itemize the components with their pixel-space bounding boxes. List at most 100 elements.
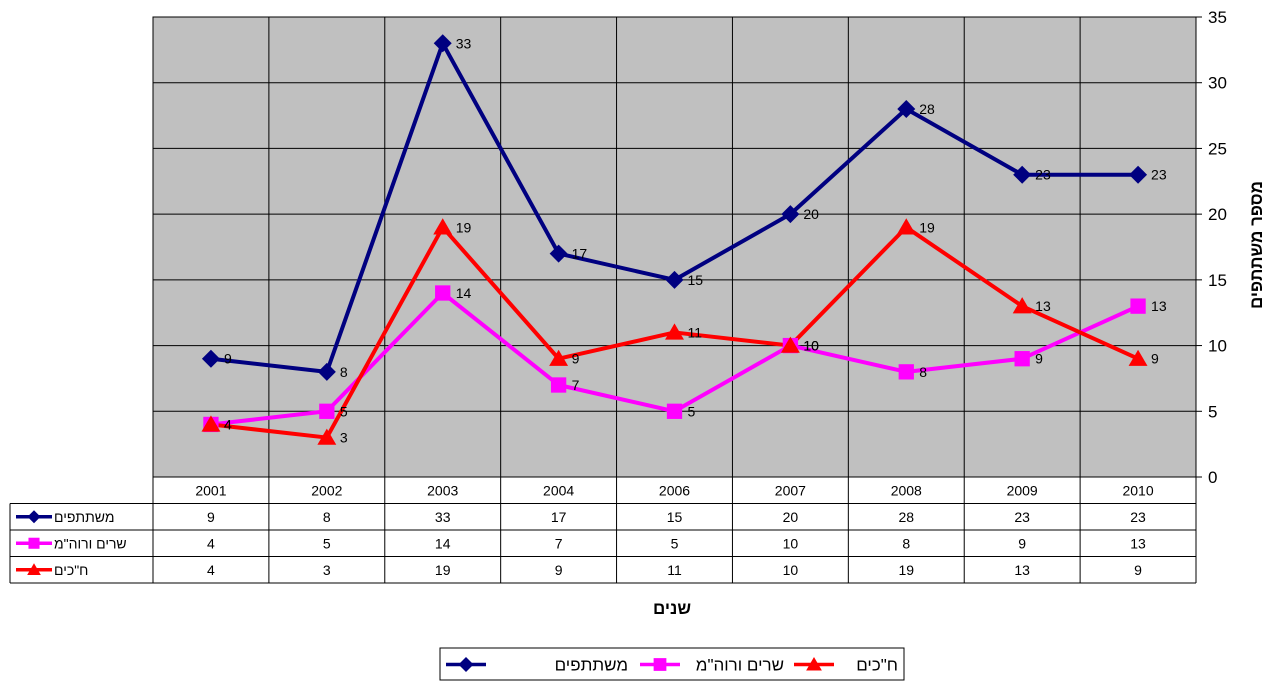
table-cell-value: 8 [902,535,910,551]
table-cell-value: 9 [1018,535,1026,551]
table-series-name: משתתפים [54,509,114,525]
data-point-2 [665,323,684,340]
data-point-2 [317,428,337,445]
data-label-2: 3 [340,430,348,446]
legend-key-marker [653,658,667,671]
x-tick-label: 2002 [311,482,342,498]
y-axis: 0 5 10 15 20 25 30 35 [1195,8,1227,487]
table-cell-value: 13 [1130,535,1146,551]
data-label-1: 8 [919,364,927,380]
x-tick-label: 2007 [775,482,806,498]
data-label-0: 20 [803,206,819,222]
table-cell-value: 4 [207,535,215,551]
data-point-2 [549,349,569,366]
table-legend-key-marker [27,510,41,524]
x-tick-label: 2009 [1007,482,1038,498]
data-label-1: 10 [803,338,819,354]
y-tick-label: 30 [1208,74,1227,93]
table-cell-value: 3 [323,562,331,578]
y-tick-label: 35 [1208,8,1227,27]
data-point-0 [549,244,568,263]
data-label-1: 5 [688,403,696,419]
data-point-2 [201,415,221,432]
table-series-name: שרים ורוה"מ [54,535,127,551]
data-label-2: 19 [919,219,935,235]
data-point-1 [666,403,683,419]
y-tick-label: 20 [1208,205,1227,224]
y-tick-label: 25 [1208,139,1227,158]
data-point-1 [1130,298,1146,314]
data-label-0: 8 [340,364,348,380]
y-tick-label: 5 [1208,402,1217,421]
table-cell-value: 9 [1134,562,1142,578]
data-label-2: 19 [456,219,472,235]
table-cell-value: 4 [207,562,215,578]
table-cell-value: 11 [667,562,682,578]
data-label-2: 9 [1151,351,1159,367]
table-cell-value: 23 [1130,509,1146,525]
table-legend-key-marker [28,537,40,549]
table-cell-value: 17 [551,509,567,525]
table-cell-value: 19 [435,562,451,578]
data-label-1: 4 [224,416,232,432]
data-label-0: 33 [456,35,472,51]
table-cell-value: 10 [783,562,799,578]
data-point-2 [433,218,453,235]
data-label-0: 28 [919,101,935,117]
y-tick-label: 0 [1208,468,1217,487]
x-axis-label: שנים [653,599,691,618]
table-cell-value: 14 [435,535,451,551]
data-label-0: 23 [1035,167,1051,183]
table-cell-value: 13 [1014,562,1030,578]
y-axis-label: מספר משתתפים [1247,181,1266,309]
data-point-0 [317,362,336,381]
data-point-0 [1129,165,1148,184]
data-point-2 [896,218,916,235]
x-tick-label: 2004 [543,482,574,498]
legend-entry: משתתפים [555,656,628,675]
data-point-0 [897,100,916,118]
data-label-0: 9 [224,351,232,367]
legend: משתתפים שרים ורוה"מ ח"כים [439,647,905,681]
data-label-1: 13 [1151,298,1167,314]
legend-entry: שרים ורוה"מ [696,656,784,675]
table-cell-value: 9 [207,509,215,525]
data-label-1: 14 [456,285,472,301]
data-point-2 [780,336,800,353]
table-cell-value: 23 [1014,509,1030,525]
table-cell-value: 5 [671,535,679,551]
data-point-2 [1012,297,1032,314]
table-cell-value: 7 [555,535,563,551]
data-point-0 [665,270,684,289]
legend-key-marker [806,657,822,671]
y-tick-label: 15 [1208,271,1227,290]
table-cell-value: 10 [783,535,799,551]
data-point-2 [1128,349,1148,366]
data-label-2: 13 [1035,298,1051,314]
data-label-1: 7 [572,377,580,393]
data-label-2: 9 [572,351,580,367]
data-label-1: 5 [340,403,348,419]
data-label-0: 17 [572,246,588,262]
legend-entry: ח"כים [856,656,898,675]
data-point-0 [781,205,800,224]
data-point-1 [898,364,914,380]
data-label-0: 23 [1151,167,1167,183]
table-cell-value: 33 [435,509,451,525]
table-cell-value: 28 [898,509,914,525]
data-label-2: 11 [688,324,703,340]
data-label-2: 4 [224,416,232,432]
data-point-1 [319,403,335,419]
table-cell-value: 19 [898,562,914,578]
data-point-1 [550,377,567,393]
data-label-0: 15 [688,272,704,288]
table-cell-value: 5 [323,535,331,551]
table-cell-value: 9 [555,562,563,578]
x-tick-label: 2010 [1122,482,1153,498]
table-cell-value: 8 [323,509,331,525]
y-tick-label: 10 [1208,337,1227,356]
x-tick-label: 2003 [427,482,458,498]
data-table: 2001 2002 2003 2004 2006 2007 2008 2009 2010משתת… [9,476,1197,584]
